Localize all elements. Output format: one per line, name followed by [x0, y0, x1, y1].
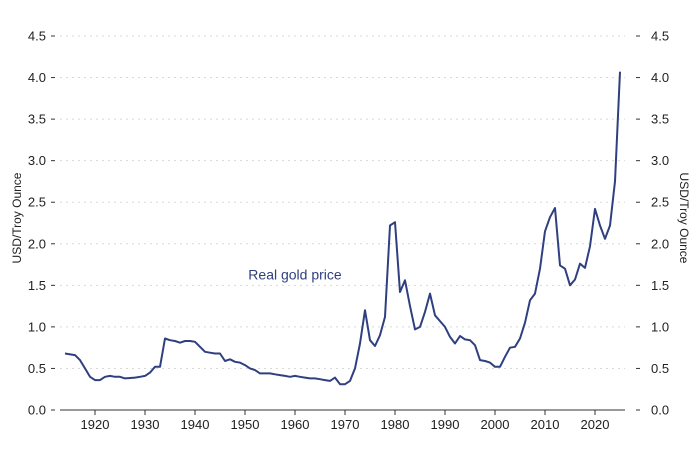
x-tick-label: 1940 — [181, 417, 210, 432]
y-tick-label-right: 2.0 — [651, 236, 669, 251]
x-tick-label: 2000 — [481, 417, 510, 432]
y-tick-label-left: 1.5 — [28, 278, 46, 293]
y-tick-label-right: 3.0 — [651, 153, 669, 168]
y-tick-label-right: 0.0 — [651, 403, 669, 418]
x-tick-label: 1930 — [131, 417, 160, 432]
x-tick-label: 1920 — [81, 417, 110, 432]
axes — [51, 35, 640, 415]
y-axis-label-right: USD/Troy Ounce — [677, 173, 691, 264]
y-axis-label-left: USD/Troy Ounce — [10, 172, 24, 263]
y-tick-label-right: 3.5 — [651, 112, 669, 127]
series-line-gold-price — [64, 71, 621, 386]
y-tick-label-left: 2.5 — [28, 195, 46, 210]
y-tick-label-left: 3.0 — [28, 153, 46, 168]
y-tick-label-right: 4.5 — [651, 29, 669, 44]
y-tick-label-right: 2.5 — [651, 195, 669, 210]
tick-labels: 0.0 0.0 0.5 0.5 1.0 1.0 1.5 1.5 2.0 2.0 2.5 2.5 3.0 3… — [28, 29, 669, 433]
y-tick-label-right: 0.5 — [651, 361, 669, 376]
y-tick-label-left: 4.5 — [28, 29, 46, 44]
y-tick-label-left: 0.5 — [28, 361, 46, 376]
x-tick-label: 1970 — [331, 417, 360, 432]
y-tick-label-left: 0.0 — [28, 403, 46, 418]
series-annotation: Real gold price — [248, 267, 342, 283]
x-tick-label: 2020 — [581, 417, 610, 432]
y-tick-label-left: 4.0 — [28, 70, 46, 85]
y-tick-label-right: 1.5 — [651, 278, 669, 293]
series-layer — [64, 71, 621, 386]
x-tick-label: 2010 — [531, 417, 560, 432]
x-tick-label: 1960 — [281, 417, 310, 432]
gridlines — [60, 35, 625, 369]
y-tick-label-left: 1.0 — [28, 319, 46, 334]
x-tick-label: 1990 — [431, 417, 460, 432]
y-tick-label-right: 1.0 — [651, 319, 669, 334]
x-tick-label: 1980 — [381, 417, 410, 432]
x-tick-label: 1950 — [231, 417, 260, 432]
y-tick-label-right: 4.0 — [651, 70, 669, 85]
y-tick-label-left: 2.0 — [28, 236, 46, 251]
y-tick-label-left: 3.5 — [28, 112, 46, 127]
